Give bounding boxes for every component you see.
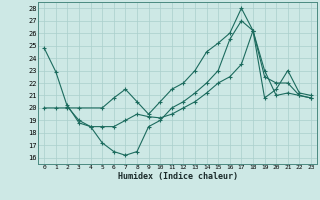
X-axis label: Humidex (Indice chaleur): Humidex (Indice chaleur) — [118, 172, 238, 181]
